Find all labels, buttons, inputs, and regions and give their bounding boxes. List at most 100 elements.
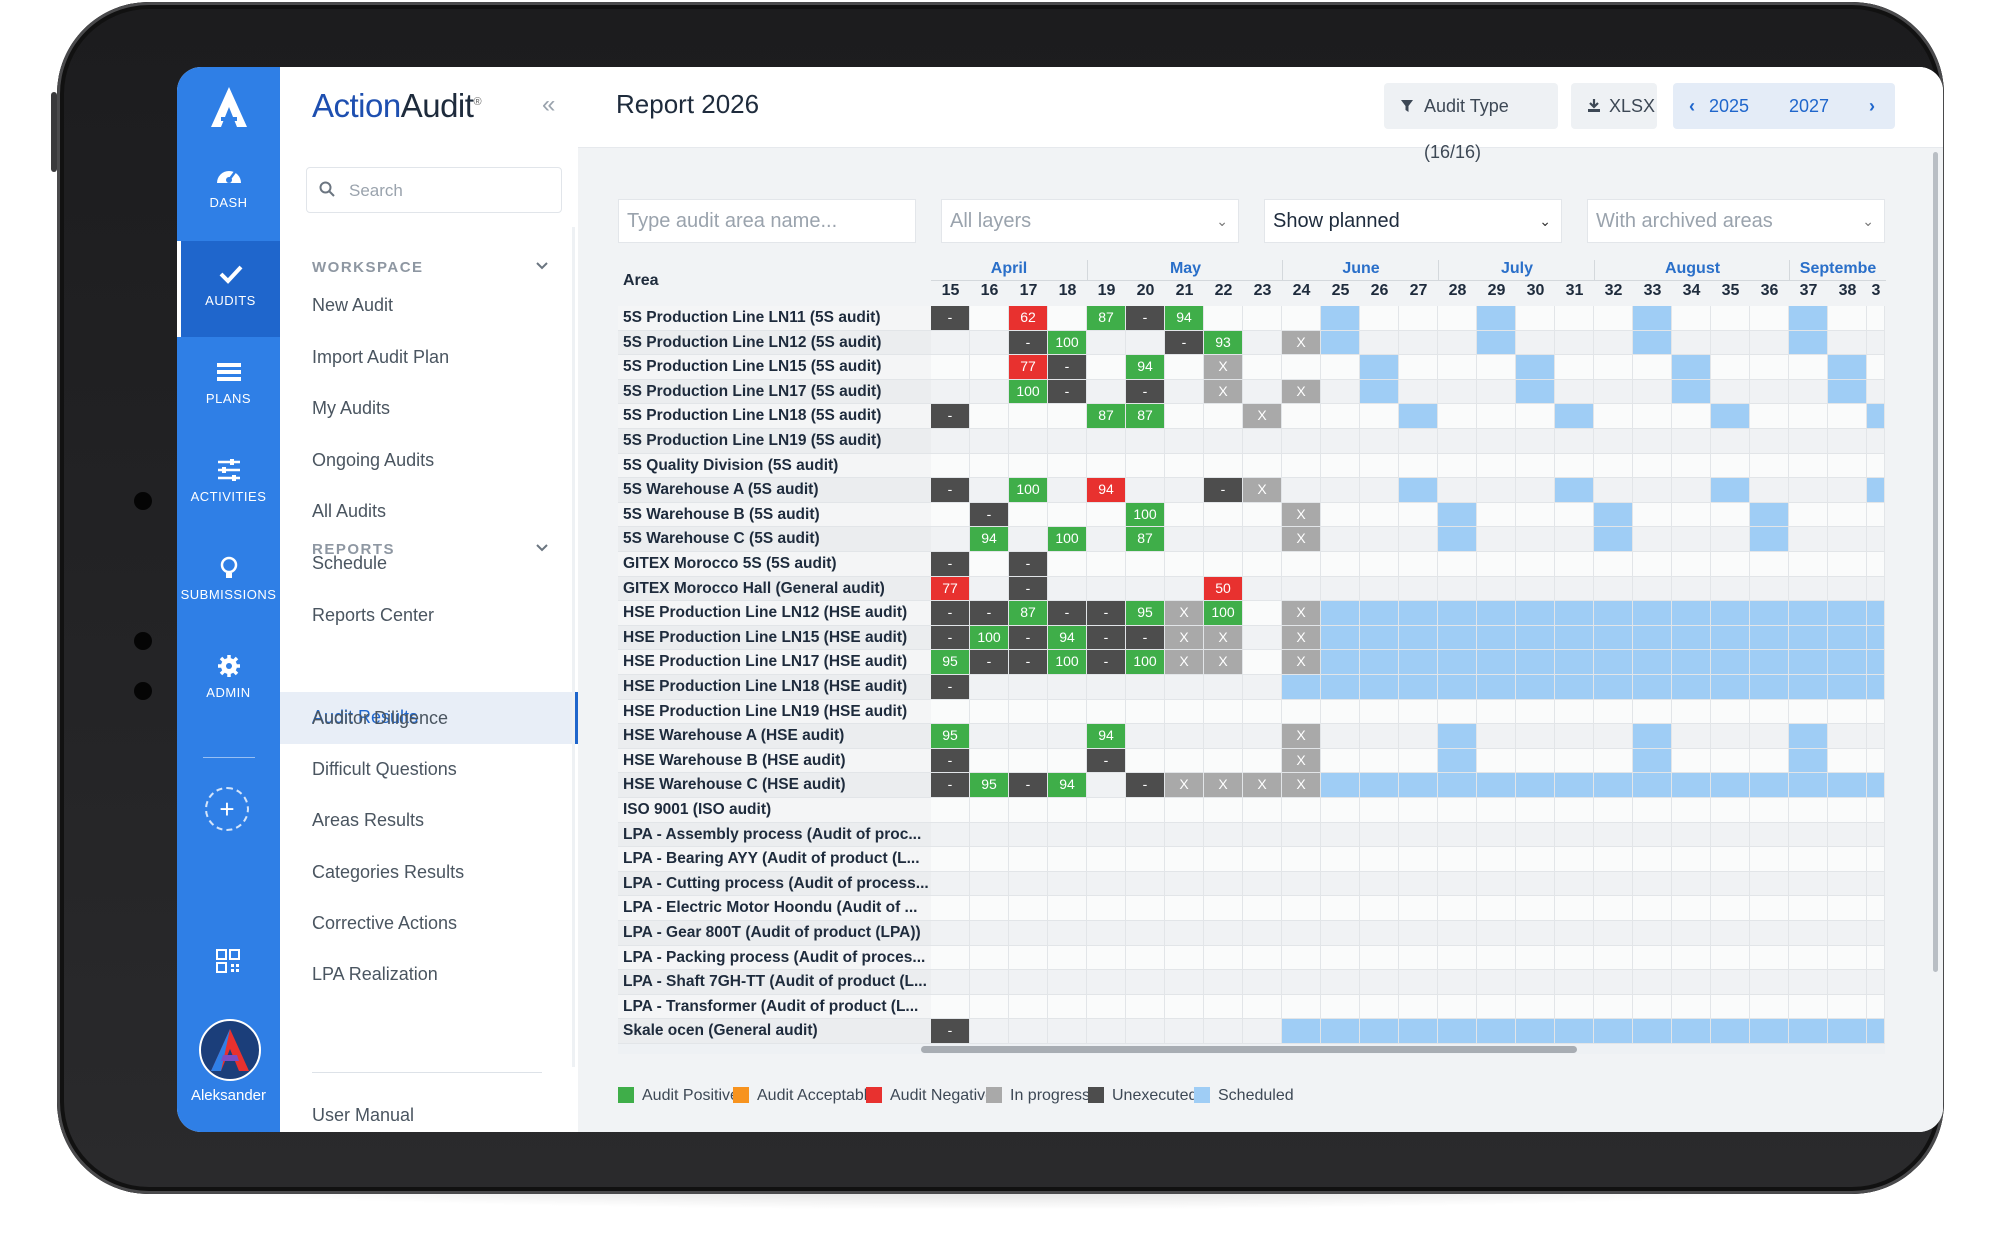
scheduled-cell[interactable] [1633, 330, 1672, 356]
rail-item-audits[interactable]: AUDITS [177, 241, 280, 337]
scheduled-cell[interactable] [1555, 625, 1594, 651]
scheduled-cell[interactable] [1750, 502, 1789, 528]
scheduled-cell[interactable] [1438, 748, 1477, 774]
scheduled-cell[interactable] [1321, 601, 1360, 626]
scheduled-cell[interactable] [1711, 650, 1750, 675]
result-positive-cell[interactable]: 94 [1126, 355, 1165, 380]
result-positive-cell[interactable]: 95 [931, 650, 970, 675]
scheduled-cell[interactable] [1594, 650, 1633, 675]
scheduled-cell[interactable] [1867, 650, 1885, 675]
result-positive-cell[interactable]: 95 [970, 773, 1009, 798]
in-progress-cell[interactable]: X [1165, 773, 1204, 798]
area-name[interactable]: 5S Production Line LN19 (5S audit) [618, 429, 931, 454]
scheduled-cell[interactable] [1672, 1019, 1711, 1044]
in-progress-cell[interactable]: X [1282, 601, 1321, 626]
scheduled-cell[interactable] [1321, 306, 1360, 331]
scheduled-cell[interactable] [1711, 773, 1750, 798]
scheduled-cell[interactable] [1516, 675, 1555, 700]
result-positive-cell[interactable]: 87 [1126, 527, 1165, 552]
search-input[interactable]: Search [306, 167, 562, 213]
scheduled-cell[interactable] [1867, 478, 1885, 503]
area-name[interactable]: LPA - Cutting process (Audit of process.… [618, 871, 931, 897]
scheduled-cell[interactable] [1867, 404, 1885, 429]
scheduled-cell[interactable] [1789, 625, 1828, 651]
scheduled-cell[interactable] [1789, 1019, 1828, 1044]
area-name[interactable]: LPA - Packing process (Audit of proces..… [618, 945, 931, 971]
scheduled-cell[interactable] [1672, 625, 1711, 651]
result-positive-cell[interactable]: 95 [931, 724, 970, 749]
area-name[interactable]: HSE Production Line LN12 (HSE audit) [618, 601, 931, 626]
sidebar-item[interactable]: Auditor Diligence [312, 707, 449, 728]
unexecuted-cell[interactable]: - [1126, 773, 1165, 798]
qr-code-icon[interactable] [216, 949, 240, 973]
area-name[interactable]: HSE Production Line LN19 (HSE audit) [618, 699, 931, 725]
in-progress-cell[interactable]: X [1243, 773, 1282, 798]
workspace-heading[interactable]: WORKSPACE [312, 259, 424, 276]
result-positive-cell[interactable]: 87 [1126, 404, 1165, 429]
in-progress-cell[interactable]: X [1165, 601, 1204, 626]
scheduled-cell[interactable] [1789, 306, 1828, 331]
horizontal-scrollbar[interactable] [618, 1044, 1885, 1054]
scheduled-cell[interactable] [1555, 1019, 1594, 1044]
chevron-right-icon[interactable]: › [1869, 96, 1875, 116]
unexecuted-cell[interactable]: - [931, 1019, 970, 1044]
sidebar-item-audit-results[interactable]: Audit Results [280, 692, 578, 744]
in-progress-cell[interactable]: X [1204, 355, 1243, 380]
scheduled-cell[interactable] [1828, 650, 1867, 675]
unexecuted-cell[interactable]: - [1087, 625, 1126, 651]
result-positive-cell[interactable]: 94 [1048, 625, 1087, 651]
export-xlsx-button[interactable]: XLSX [1571, 83, 1657, 129]
result-negative-cell[interactable]: 77 [1009, 355, 1048, 380]
scheduled-cell[interactable] [1594, 1019, 1633, 1044]
in-progress-cell[interactable]: X [1204, 625, 1243, 651]
in-progress-cell[interactable]: X [1165, 625, 1204, 651]
scheduled-cell[interactable] [1555, 601, 1594, 626]
scheduled-cell[interactable] [1633, 306, 1672, 331]
scheduled-cell[interactable] [1360, 379, 1399, 405]
archived-select[interactable]: With archived areas ⌄ [1587, 199, 1885, 243]
scheduled-cell[interactable] [1555, 404, 1594, 429]
scheduled-cell[interactable] [1867, 1019, 1885, 1044]
scheduled-cell[interactable] [1399, 773, 1438, 798]
result-positive-cell[interactable]: 100 [1048, 527, 1087, 552]
scheduled-cell[interactable] [1633, 1019, 1672, 1044]
area-name[interactable]: LPA - Bearing AYY (Audit of product (L..… [618, 847, 931, 872]
scheduled-cell[interactable] [1789, 601, 1828, 626]
area-name[interactable]: HSE Warehouse C (HSE audit) [618, 773, 931, 798]
area-name[interactable]: HSE Warehouse A (HSE audit) [618, 724, 931, 749]
scheduled-cell[interactable] [1633, 724, 1672, 749]
scheduled-cell[interactable] [1477, 306, 1516, 331]
unexecuted-cell[interactable]: - [1009, 576, 1048, 602]
area-name[interactable]: LPA - Transformer (Audit of product (L..… [618, 994, 931, 1020]
scheduled-cell[interactable] [1516, 379, 1555, 405]
sidebar-item[interactable]: New Audit [312, 295, 394, 315]
unexecuted-cell[interactable]: - [1009, 552, 1048, 577]
sidebar-scrollbar[interactable] [572, 227, 575, 1067]
unexecuted-cell[interactable]: - [1126, 306, 1165, 331]
sidebar-item[interactable]: Ongoing Audits [312, 449, 435, 470]
result-positive-cell[interactable]: 100 [970, 625, 1009, 651]
scheduled-cell[interactable] [1282, 1019, 1321, 1044]
unexecuted-cell[interactable]: - [1126, 625, 1165, 651]
in-progress-cell[interactable]: X [1282, 330, 1321, 356]
in-progress-cell[interactable]: X [1282, 625, 1321, 651]
scheduled-cell[interactable] [1399, 404, 1438, 429]
scheduled-cell[interactable] [1399, 1019, 1438, 1044]
result-negative-cell[interactable]: 77 [931, 576, 970, 602]
area-name[interactable]: HSE Production Line LN15 (HSE audit) [618, 625, 931, 651]
area-name[interactable]: ISO 9001 (ISO audit) [618, 798, 931, 823]
area-name[interactable]: 5S Production Line LN11 (5S audit) [618, 306, 931, 331]
result-positive-cell[interactable]: 94 [970, 527, 1009, 552]
unexecuted-cell[interactable]: - [931, 404, 970, 429]
scheduled-cell[interactable] [1321, 675, 1360, 700]
sidebar-item[interactable]: Categories Results [312, 861, 465, 882]
scheduled-cell[interactable] [1633, 675, 1672, 700]
chevron-left-icon[interactable]: ‹ [1689, 96, 1695, 116]
area-name[interactable]: 5S Production Line LN17 (5S audit) [618, 379, 931, 405]
scheduled-cell[interactable] [1633, 650, 1672, 675]
scheduled-cell[interactable] [1321, 330, 1360, 356]
unexecuted-cell[interactable]: - [970, 650, 1009, 675]
scheduled-cell[interactable] [1828, 675, 1867, 700]
unexecuted-cell[interactable]: - [1009, 330, 1048, 356]
rail-item-submissions[interactable]: SUBMISSIONS [177, 535, 280, 631]
